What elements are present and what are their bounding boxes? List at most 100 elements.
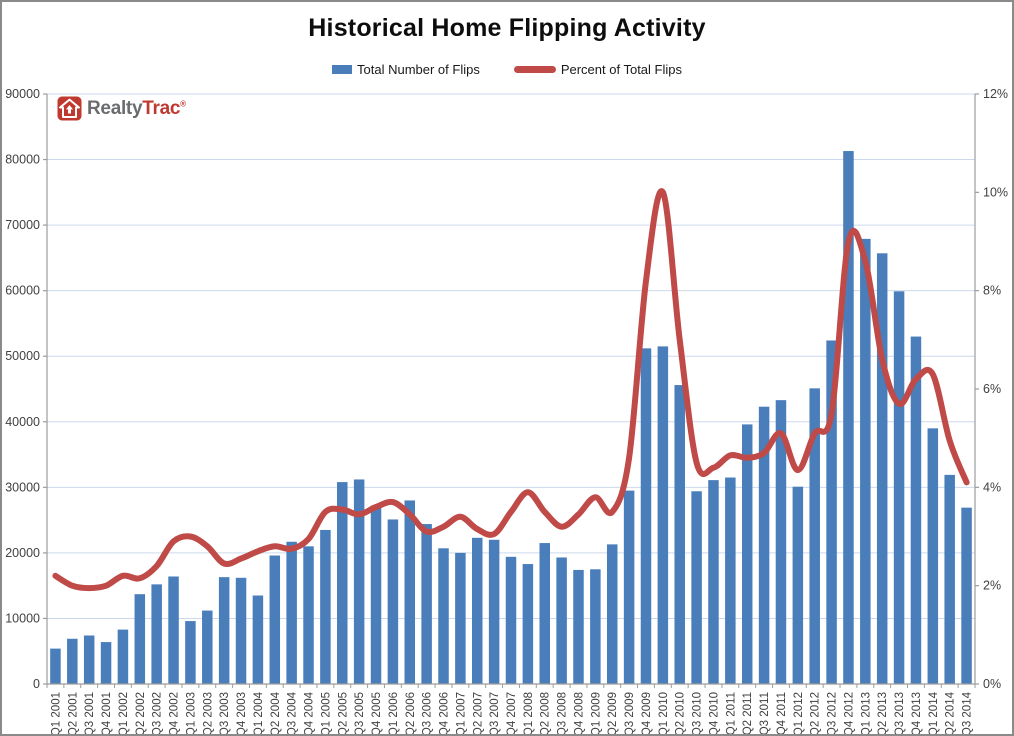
bar-Q3 2008 bbox=[556, 557, 567, 684]
left-axis-tick-label: 30000 bbox=[5, 480, 40, 494]
bar-Q2 2008 bbox=[539, 543, 550, 684]
bar-Q1 2003 bbox=[185, 621, 196, 684]
x-axis-label-Q1 2001: Q1 2001 bbox=[50, 692, 62, 734]
x-axis-label-Q3 2014: Q3 2014 bbox=[962, 691, 974, 734]
bar-Q2 2002 bbox=[134, 594, 146, 684]
legend: Total Number of Flips Percent of Total F… bbox=[2, 62, 1012, 77]
bar-Q2 2011 bbox=[741, 424, 753, 684]
bar-Q1 2013 bbox=[860, 238, 871, 684]
x-axis-label-Q2 2004: Q2 2004 bbox=[270, 691, 282, 734]
bar-Q2 2012 bbox=[809, 388, 820, 684]
x-axis-label-Q3 2008: Q3 2008 bbox=[557, 692, 569, 734]
x-axis-label-Q1 2011: Q1 2011 bbox=[725, 692, 737, 734]
bar-Q2 2005 bbox=[337, 482, 348, 684]
bar-Q1 2001 bbox=[50, 648, 61, 684]
bar-Q1 2012 bbox=[792, 486, 804, 684]
realtytrac-logo: RealtyTrac® bbox=[57, 96, 186, 121]
bar-Q1 2010 bbox=[657, 346, 669, 684]
left-axis-tick-label: 60000 bbox=[5, 284, 40, 298]
x-axis-label-Q4 2012: Q4 2012 bbox=[843, 692, 855, 734]
line-series-label: Percent of Total Flips bbox=[560, 62, 682, 77]
bar-Q4 2010 bbox=[708, 480, 719, 684]
bar-Q2 2009 bbox=[606, 544, 618, 684]
x-axis-label-Q3 2001: Q3 2001 bbox=[84, 692, 96, 734]
bar-Q3 2014 bbox=[961, 507, 972, 684]
left-axis-tick-label: 80000 bbox=[5, 153, 40, 167]
bar-Q4 2011 bbox=[775, 400, 787, 684]
left-axis-tick-label: 10000 bbox=[5, 611, 40, 625]
right-axis-tick-label: 8% bbox=[983, 284, 1001, 298]
bar-Q4 2003 bbox=[235, 577, 247, 684]
line-series-swatch bbox=[513, 66, 556, 73]
bar-Q4 2008 bbox=[573, 569, 584, 684]
x-axis-label-Q1 2003: Q1 2003 bbox=[185, 692, 197, 734]
x-axis-label-Q2 2002: Q2 2002 bbox=[135, 692, 147, 734]
left-axis-tick-label: 50000 bbox=[5, 349, 40, 363]
bar-Q3 2001 bbox=[83, 635, 95, 684]
bar-Q2 2006 bbox=[404, 500, 416, 684]
right-axis-tick-label: 0% bbox=[983, 677, 1001, 691]
bar-Q4 2009 bbox=[640, 348, 652, 684]
x-axis-label-Q1 2014: Q1 2014 bbox=[928, 691, 940, 734]
x-axis-label-Q3 2010: Q3 2010 bbox=[692, 692, 704, 734]
bar-Q3 2012 bbox=[826, 340, 837, 684]
bar-Q4 2006 bbox=[438, 548, 449, 684]
bar-Q1 2006 bbox=[387, 519, 399, 684]
bar-Q4 2004 bbox=[303, 546, 314, 684]
bar-Q4 2013 bbox=[910, 336, 922, 684]
x-axis-label-Q1 2008: Q1 2008 bbox=[523, 692, 535, 734]
legend-item-percent: Percent of Total Flips bbox=[513, 62, 682, 77]
bar-Q4 2007 bbox=[505, 556, 517, 684]
bar-Q2 2003 bbox=[202, 610, 213, 684]
bar-Q3 2007 bbox=[488, 539, 500, 684]
x-axis-label-Q2 2013: Q2 2013 bbox=[877, 692, 889, 734]
bar-Q1 2005 bbox=[320, 529, 331, 684]
x-axis-label-Q1 2007: Q1 2007 bbox=[455, 692, 467, 734]
x-axis-label-Q1 2005: Q1 2005 bbox=[320, 692, 332, 734]
bar-Q1 2011 bbox=[725, 477, 736, 684]
right-axis-tick-label: 2% bbox=[983, 579, 1001, 593]
bar-Q2 2013 bbox=[876, 253, 888, 685]
bar-Q4 2012 bbox=[843, 151, 854, 685]
bar-Q3 2013 bbox=[893, 291, 905, 684]
left-axis-tick-label: 0 bbox=[33, 677, 40, 691]
left-axis-tick-label: 70000 bbox=[5, 218, 40, 232]
x-axis-label-Q1 2010: Q1 2010 bbox=[658, 692, 670, 734]
logo-trademark: ® bbox=[180, 99, 186, 109]
x-axis-label-Q1 2013: Q1 2013 bbox=[860, 692, 872, 734]
x-axis-label-Q2 2010: Q2 2010 bbox=[675, 692, 687, 734]
x-axis-label-Q2 2006: Q2 2006 bbox=[405, 692, 417, 734]
x-axis-label-Q2 2009: Q2 2009 bbox=[607, 692, 619, 734]
bar-Q3 2010 bbox=[691, 491, 702, 684]
x-axis-label-Q1 2004: Q1 2004 bbox=[253, 691, 265, 734]
x-axis-label-Q2 2014: Q2 2014 bbox=[945, 691, 957, 734]
x-axis-label-Q4 2005: Q4 2005 bbox=[371, 692, 383, 734]
x-axis-label-Q3 2006: Q3 2006 bbox=[422, 692, 434, 734]
left-axis-tick-label: 20000 bbox=[5, 546, 40, 560]
bar-Q3 2003 bbox=[218, 577, 230, 684]
right-axis-tick-label: 10% bbox=[983, 185, 1008, 199]
bar-Q3 2005 bbox=[353, 479, 365, 684]
bar-Q3 2011 bbox=[758, 406, 770, 684]
x-axis-label-Q3 2002: Q3 2002 bbox=[152, 692, 164, 734]
x-axis-label-Q1 2002: Q1 2002 bbox=[118, 692, 130, 734]
bar-Q4 2005 bbox=[370, 505, 382, 684]
x-axis-label-Q2 2012: Q2 2012 bbox=[810, 692, 822, 734]
x-axis-label-Q1 2009: Q1 2009 bbox=[590, 692, 602, 734]
bar-Q1 2002 bbox=[117, 629, 129, 684]
x-axis-label-Q1 2006: Q1 2006 bbox=[388, 692, 400, 734]
bar-Q1 2009 bbox=[590, 569, 601, 684]
x-axis-label-Q4 2007: Q4 2007 bbox=[506, 692, 518, 734]
bar-Q1 2014 bbox=[927, 428, 939, 684]
x-axis-label-Q4 2013: Q4 2013 bbox=[911, 692, 923, 734]
right-axis-tick-label: 12% bbox=[983, 87, 1008, 101]
x-axis-label-Q3 2007: Q3 2007 bbox=[489, 692, 501, 734]
x-axis-label-Q3 2005: Q3 2005 bbox=[354, 692, 366, 734]
chart-title: Historical Home Flipping Activity bbox=[308, 14, 706, 42]
x-axis-label-Q2 2003: Q2 2003 bbox=[202, 692, 214, 734]
bar-Q3 2009 bbox=[623, 490, 635, 684]
bar-Q1 2008 bbox=[522, 564, 534, 684]
left-axis-tick-label: 90000 bbox=[5, 87, 40, 101]
